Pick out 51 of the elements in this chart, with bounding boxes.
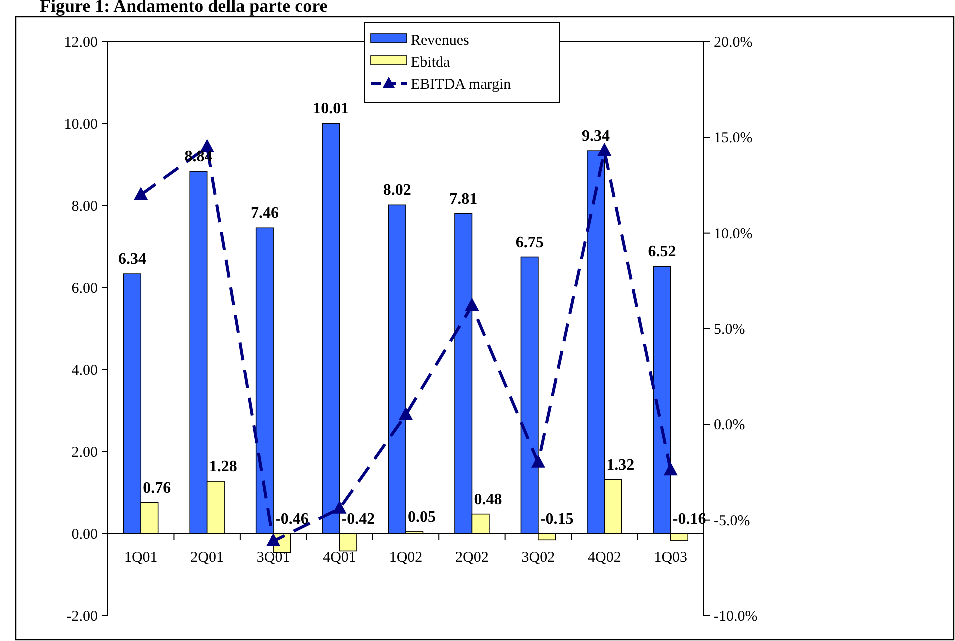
legend-label: Ebitda bbox=[411, 55, 450, 71]
data-label: -0.46 bbox=[276, 511, 309, 528]
x-tick-label: 4Q01 bbox=[323, 550, 356, 566]
data-label: 9.34 bbox=[582, 128, 610, 146]
x-tick-label: 1Q02 bbox=[389, 550, 423, 566]
data-label: 10.01 bbox=[313, 100, 350, 118]
point bbox=[134, 187, 148, 200]
x-tick-label: 2Q01 bbox=[190, 550, 224, 566]
data-label: 6.52 bbox=[648, 244, 676, 261]
data-label: 7.46 bbox=[250, 205, 279, 222]
y-tick-label: 4.00 bbox=[72, 363, 98, 379]
point bbox=[332, 500, 347, 514]
y2-tick-label: 20.0% bbox=[714, 35, 753, 51]
y-tick-label: 12.00 bbox=[64, 35, 98, 51]
data-label: -0.15 bbox=[540, 511, 574, 528]
y2-tick-label: 0.0% bbox=[714, 418, 746, 434]
point bbox=[598, 143, 612, 156]
y2-tick-label: 15.0% bbox=[714, 130, 753, 147]
legend-label: EBITDA margin bbox=[411, 77, 512, 93]
x-tick-label: 2Q02 bbox=[456, 550, 489, 566]
data-label: 8.02 bbox=[383, 182, 412, 200]
data-label: 1.28 bbox=[209, 458, 238, 476]
y-tick-label: 8.00 bbox=[72, 199, 98, 215]
point bbox=[266, 533, 281, 546]
point bbox=[664, 462, 678, 476]
data-label: 0.48 bbox=[474, 491, 502, 508]
data-label: 7.81 bbox=[450, 190, 478, 208]
y-tick-label: 6.00 bbox=[72, 281, 98, 297]
data-label: 1.32 bbox=[606, 456, 635, 474]
y-tick-label: 2.00 bbox=[72, 445, 98, 461]
data-label: 0.76 bbox=[143, 480, 172, 497]
point bbox=[465, 298, 480, 312]
y2-tick-label: 5.0% bbox=[714, 322, 746, 338]
legend-label: Revenues bbox=[411, 33, 470, 49]
y2-tick-label: 10.0% bbox=[714, 226, 753, 242]
data-label: -0.42 bbox=[342, 511, 376, 528]
y2-tick-label: -10.0% bbox=[714, 609, 758, 625]
x-tick-label: 1Q01 bbox=[124, 550, 158, 566]
data-label: 6.34 bbox=[118, 251, 146, 268]
x-tick-label: 1Q03 bbox=[654, 550, 688, 566]
y-tick-label: 10.00 bbox=[64, 117, 98, 133]
x-tick-label: 3Q02 bbox=[522, 550, 556, 566]
point bbox=[531, 454, 546, 468]
x-tick-label: 3Q01 bbox=[256, 550, 290, 566]
data-label: 6.75 bbox=[516, 234, 544, 252]
y2-tick-label: -5.0% bbox=[714, 513, 750, 530]
point bbox=[399, 407, 413, 420]
data-label: 0.05 bbox=[408, 508, 436, 526]
y-tick-label: -2.00 bbox=[66, 609, 98, 625]
y-tick-label: 0.00 bbox=[72, 527, 98, 543]
x-tick-label: 4Q02 bbox=[588, 550, 622, 566]
